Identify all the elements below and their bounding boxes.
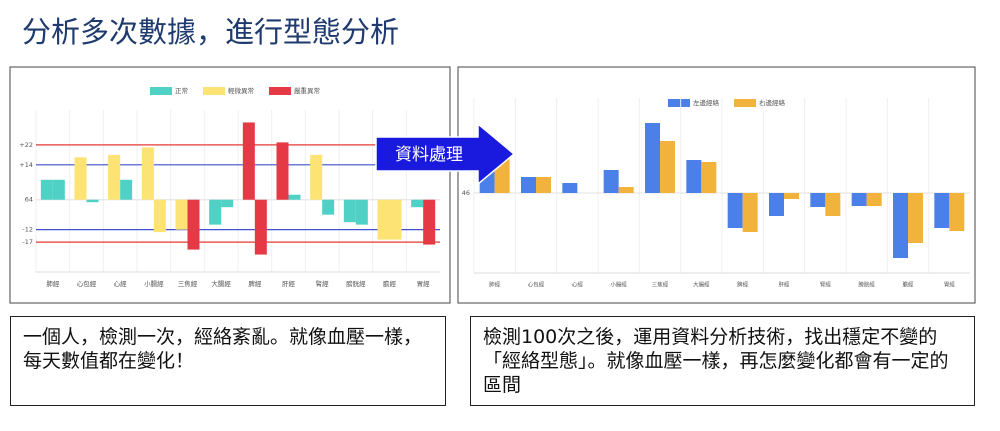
legend-swatch [150, 87, 172, 95]
bar [288, 194, 301, 200]
bar [86, 199, 99, 203]
caption-box: 檢測100次之後，運用資料分析技術，找出穩定不變的「經絡型態」。就像血壓一樣，再… [470, 316, 975, 406]
bar [893, 193, 908, 258]
bar [242, 122, 255, 200]
x-tick-label: 肝經 [282, 279, 296, 288]
y-tick-label: 64 [25, 196, 33, 204]
x-tick-label: 心包經 [77, 279, 97, 288]
bar [645, 123, 660, 193]
bar [536, 177, 551, 193]
bar [209, 199, 222, 225]
bar [108, 154, 121, 200]
bar [343, 199, 356, 223]
bar [825, 193, 841, 216]
bar [276, 142, 289, 200]
legend-swatch [668, 99, 690, 107]
bar [784, 193, 799, 199]
legend-swatch [734, 99, 756, 107]
bar [908, 193, 923, 243]
bar [866, 193, 882, 206]
x-tick-label: 大腸經 [693, 281, 710, 289]
process-arrow [375, 122, 516, 186]
legend-label: 輕微異常 [228, 86, 254, 95]
x-tick-label: 膀胱經 [346, 279, 366, 288]
bar [187, 199, 200, 250]
bar [603, 170, 619, 193]
bar [153, 199, 166, 233]
x-tick-label: 肺經 [46, 279, 60, 288]
bar [141, 147, 154, 200]
x-tick-label: 膀胱經 [858, 281, 875, 289]
bar [74, 157, 87, 200]
x-tick-label: 脾經 [737, 281, 749, 289]
x-tick-label: 三焦經 [178, 279, 198, 288]
plots: 正常 輕微異常 嚴重異常 +22 +14 64 -12 -17 肺經 心包經 心經 小腸經 三焦經 大腸經… [19, 86, 970, 289]
x-tick-label: 肺經 [489, 281, 501, 289]
bar [851, 193, 867, 206]
x-tick-label: 大腸經 [211, 279, 231, 288]
bar [562, 183, 578, 193]
bar [727, 193, 743, 228]
bar [701, 162, 717, 193]
slide-title: 分析多次數據，進行型態分析 [22, 15, 399, 49]
legend-swatch [269, 87, 291, 95]
bar [322, 199, 335, 215]
legend-swatch [203, 87, 225, 95]
y-tick-label: +14 [19, 161, 33, 169]
x-tick-label: 膽經 [383, 279, 397, 288]
arrow-label: 資料處理 [395, 145, 463, 165]
bar [389, 199, 402, 240]
x-tick-label: 心經 [572, 281, 584, 289]
bar [686, 160, 702, 193]
bar [810, 193, 826, 207]
y-tick-label: +22 [19, 141, 33, 149]
x-tick-label: 脾經 [248, 279, 262, 288]
legend-label: 左邊經絡 [693, 98, 720, 107]
x-tick-label: 胃經 [944, 281, 956, 289]
bar [521, 177, 536, 193]
x-tick-label: 小腸經 [144, 279, 164, 288]
caption: 檢測100次之後，運用資料分析技術，找出穩定不變的「經絡型態」。就像血壓一樣，再… [483, 326, 949, 396]
caption-box: 一個人，檢測一次，經絡紊亂。就像血壓一樣，每天數值都在變化！ [10, 316, 446, 406]
bar [40, 179, 53, 200]
bar [355, 199, 368, 225]
bar [742, 193, 758, 232]
x-tick-label: 心包經 [528, 281, 545, 289]
bar [769, 193, 784, 216]
bar [52, 179, 65, 200]
bar [254, 199, 267, 255]
x-tick-label: 肝經 [778, 281, 790, 289]
x-tick-label: 腎經 [316, 279, 330, 288]
legend-label: 正常 [175, 86, 188, 95]
bar [310, 154, 323, 200]
bar [423, 199, 436, 245]
bar [411, 199, 424, 208]
caption: 一個人，檢測一次，經絡紊亂。就像血壓一樣，每天數值都在變化！ [23, 326, 423, 372]
x-tick-label: 小腸經 [610, 281, 627, 289]
y-tick-label: 46 [462, 189, 470, 197]
legend-label: 右邊經絡 [759, 98, 786, 107]
bar [660, 141, 675, 193]
bar [120, 179, 133, 200]
bar [377, 199, 390, 240]
y-tick-label: -12 [22, 226, 33, 234]
bar [934, 193, 950, 228]
bar [618, 187, 634, 193]
legend-label: 嚴重異常 [294, 86, 320, 95]
bar [949, 193, 965, 231]
bar [221, 199, 234, 208]
x-tick-label: 胃經 [417, 279, 431, 288]
x-tick-label: 三焦經 [652, 281, 669, 289]
x-tick-label: 腎經 [820, 281, 832, 289]
x-tick-label: 心經 [114, 279, 128, 288]
bar [175, 199, 188, 230]
y-tick-label: -17 [22, 238, 33, 246]
x-tick-label: 膽經 [902, 281, 914, 289]
